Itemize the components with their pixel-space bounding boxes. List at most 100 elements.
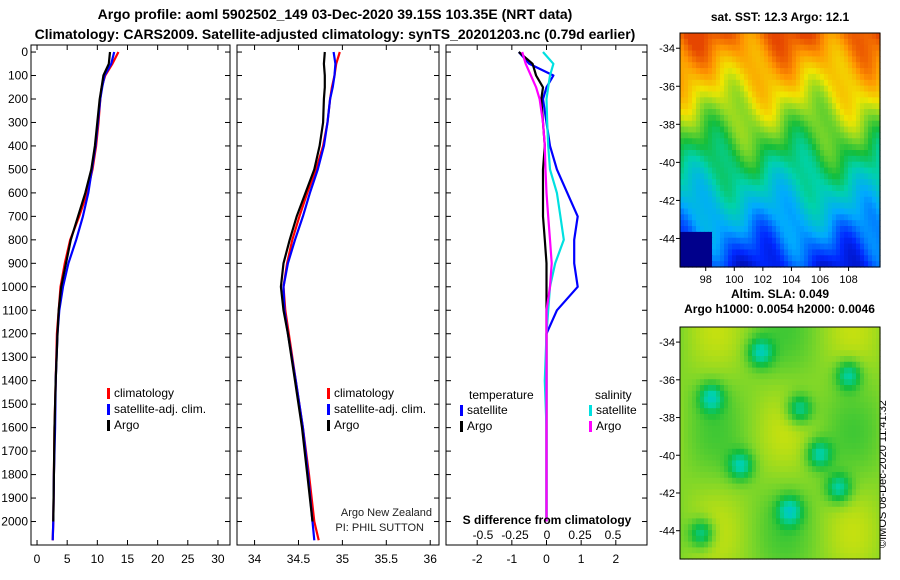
map-cell <box>868 472 873 479</box>
map-cell <box>776 261 781 268</box>
map-cell <box>732 214 737 221</box>
map-cell <box>816 512 821 519</box>
map-cell <box>772 396 777 403</box>
map-cell <box>828 73 833 81</box>
map-cell <box>764 179 769 186</box>
map-cell <box>764 501 769 508</box>
map-cell <box>828 150 833 157</box>
map-cell <box>872 50 877 57</box>
map-cell <box>716 179 721 186</box>
map-cell <box>836 524 841 531</box>
map-cell <box>748 38 753 46</box>
map-cell <box>792 373 797 380</box>
map-cell <box>840 379 845 386</box>
map-cell <box>780 214 785 221</box>
map-cell <box>868 79 873 87</box>
map-cell <box>820 261 825 268</box>
map-cell <box>728 38 733 46</box>
map-cell <box>856 214 861 221</box>
map-cell <box>688 466 693 473</box>
map-cell <box>764 332 769 340</box>
map-cell <box>840 408 845 415</box>
map-cell <box>860 495 865 502</box>
map-cell <box>752 332 757 340</box>
map-cell <box>796 144 801 151</box>
map-cell <box>692 402 697 409</box>
map-cell <box>740 425 745 432</box>
map-cell <box>720 553 725 560</box>
map-cell <box>680 261 685 268</box>
map-cell <box>756 541 761 548</box>
map-cell <box>796 56 801 63</box>
map-cell <box>844 495 849 502</box>
map-cell <box>808 56 813 63</box>
map-cell <box>696 443 701 450</box>
map-cell <box>716 327 721 334</box>
map-cell <box>688 208 693 215</box>
map-cell <box>708 396 713 403</box>
map-cell <box>728 202 733 210</box>
map-cell <box>704 448 709 456</box>
map-cell <box>876 85 881 93</box>
map-cell <box>756 33 761 40</box>
map-cell <box>788 431 793 438</box>
map-cell <box>860 56 865 63</box>
map-cell <box>876 506 881 514</box>
map-cell <box>856 190 861 198</box>
map-cell <box>712 161 717 169</box>
map-cell <box>820 327 825 334</box>
map-cell <box>760 443 765 450</box>
map-cell <box>700 91 705 98</box>
map-cell <box>716 120 721 128</box>
map-cell <box>740 255 745 262</box>
map-cell <box>784 249 789 256</box>
map-cell <box>832 425 837 432</box>
map-cell <box>832 138 837 145</box>
map-cell <box>796 460 801 467</box>
map-cell <box>856 138 861 145</box>
map-cell <box>728 524 733 531</box>
map-cell <box>688 408 693 415</box>
map-cell <box>736 179 741 186</box>
map-cell <box>736 367 741 374</box>
map-cell <box>688 373 693 380</box>
diff-series-salinity-argo <box>521 51 553 522</box>
map-cell <box>688 512 693 519</box>
map-cell <box>800 196 805 204</box>
map-cell <box>812 408 817 415</box>
map-cell <box>772 390 777 398</box>
map-cell <box>688 33 693 40</box>
map-cell <box>720 255 725 262</box>
map-cell <box>688 226 693 233</box>
map-sst-lon-tick-label: 100 <box>725 274 743 286</box>
map-cell <box>760 419 765 427</box>
map-cell <box>752 425 757 432</box>
map-cell <box>840 144 845 151</box>
map-cell <box>740 114 745 122</box>
map-cell <box>868 512 873 519</box>
map-cell <box>808 50 813 57</box>
sla-map[interactable]: -34-36-38-40-42-44 <box>659 326 881 560</box>
map-cell <box>720 33 725 40</box>
map-cell <box>696 185 701 192</box>
map-cell <box>748 431 753 438</box>
map-cell <box>820 518 825 525</box>
map-cell <box>828 202 833 210</box>
map-cell <box>812 437 817 444</box>
map-cell <box>708 431 713 438</box>
map-cell <box>876 226 881 233</box>
map-cell <box>780 231 785 239</box>
map-cell <box>812 179 817 186</box>
map-cell <box>816 361 821 369</box>
map-cell <box>864 208 869 215</box>
map-cell <box>684 68 689 75</box>
map-cell <box>692 547 697 554</box>
map-cell <box>872 443 877 450</box>
map-cell <box>832 443 837 450</box>
map-cell <box>864 414 869 421</box>
map-cell <box>728 91 733 98</box>
map-cell <box>804 414 809 421</box>
map-cell <box>784 361 789 369</box>
map-cell <box>712 396 717 403</box>
